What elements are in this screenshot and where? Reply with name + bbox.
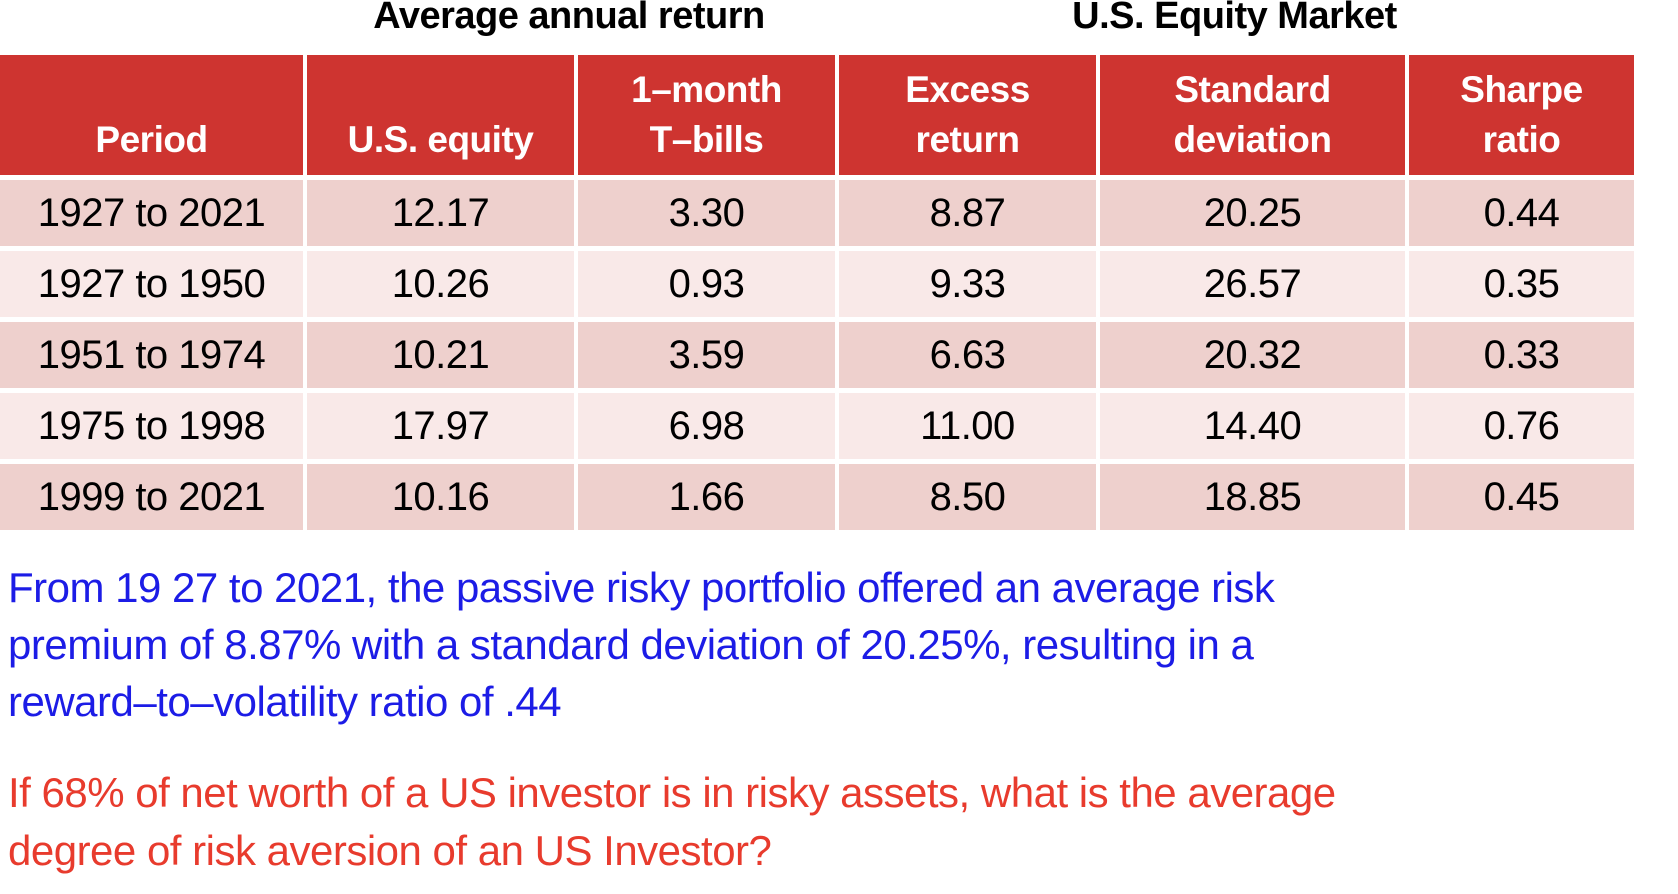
group-title-us-equity-market: U.S. Equity Market (1072, 0, 1397, 37)
table-cell: 0.44 (1409, 180, 1634, 246)
table-cell: 20.25 (1100, 180, 1405, 246)
table-cell: 10.21 (307, 322, 574, 388)
col-header-line: Excess (905, 69, 1030, 110)
col-header-line: deviation (1173, 119, 1332, 160)
table-cell: 3.30 (578, 180, 835, 246)
commentary-line: reward–to–volatility ratio of .44 (8, 678, 562, 725)
commentary-paragraph: From 19 27 to 2021, the passive risky po… (8, 559, 1275, 730)
col-header-sharpe-ratio: Sharpe ratio (1409, 55, 1634, 175)
table-cell: 6.63 (839, 322, 1096, 388)
table-cell: 1975 to 1998 (0, 393, 303, 459)
col-header-line: Standard (1174, 69, 1331, 110)
table-cell: 1999 to 2021 (0, 464, 303, 530)
table-cell: 1.66 (578, 464, 835, 530)
table-cell: 1951 to 1974 (0, 322, 303, 388)
table-cell: 0.35 (1409, 251, 1634, 317)
table-cell: 8.87 (839, 180, 1096, 246)
table-cell: 17.97 (307, 393, 574, 459)
table-cell: 18.85 (1100, 464, 1405, 530)
question-line: If 68% of net worth of a US investor is … (8, 769, 1336, 816)
table-cell: 0.45 (1409, 464, 1634, 530)
col-header-period: Period (0, 55, 303, 175)
table-cell: 0.33 (1409, 322, 1634, 388)
table-cell: 12.17 (307, 180, 574, 246)
col-header-us-equity: U.S. equity (307, 55, 574, 175)
table-cell: 6.98 (578, 393, 835, 459)
table-cell: 14.40 (1100, 393, 1405, 459)
group-title-average-annual-return: Average annual return (373, 0, 765, 37)
col-header-line: 1–month (631, 69, 782, 110)
col-header-line: return (915, 119, 1020, 160)
returns-table: Period U.S. equity 1–month T–bills Exces… (0, 55, 1634, 530)
table-cell: 9.33 (839, 251, 1096, 317)
table-cell: 26.57 (1100, 251, 1405, 317)
question-paragraph: If 68% of net worth of a US investor is … (8, 764, 1336, 880)
table-cell: 0.76 (1409, 393, 1634, 459)
table-cell: 1927 to 2021 (0, 180, 303, 246)
table-cell: 10.26 (307, 251, 574, 317)
col-header-1-month-t-bills: 1–month T–bills (578, 55, 835, 175)
col-header-line: Period (95, 119, 208, 160)
question-line: degree of risk aversion of an US Investo… (8, 827, 772, 874)
col-header-line: U.S. equity (347, 119, 534, 160)
table-cell: 3.59 (578, 322, 835, 388)
commentary-line: premium of 8.87% with a standard deviati… (8, 621, 1254, 668)
commentary-line: From 19 27 to 2021, the passive risky po… (8, 564, 1275, 611)
table-cell: 8.50 (839, 464, 1096, 530)
col-header-line: T–bills (649, 119, 764, 160)
col-header-excess-return: Excess return (839, 55, 1096, 175)
col-header-line: Sharpe (1460, 69, 1583, 110)
table-cell: 11.00 (839, 393, 1096, 459)
table-cell: 0.93 (578, 251, 835, 317)
col-header-standard-deviation: Standard deviation (1100, 55, 1405, 175)
col-header-line: ratio (1482, 119, 1561, 160)
table-cell: 1927 to 1950 (0, 251, 303, 317)
table-cell: 10.16 (307, 464, 574, 530)
table-cell: 20.32 (1100, 322, 1405, 388)
